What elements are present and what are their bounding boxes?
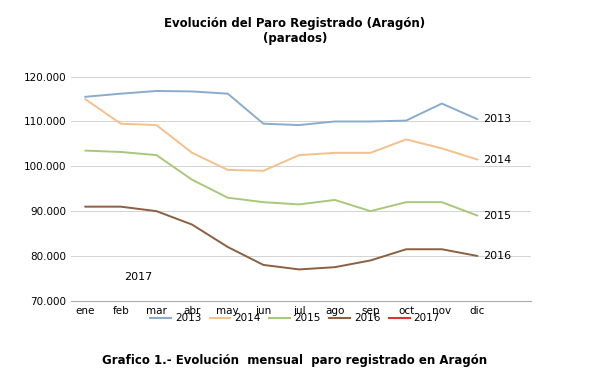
Text: 2016: 2016 bbox=[483, 251, 511, 261]
Legend: 2013, 2014, 2015, 2016, 2017: 2013, 2014, 2015, 2016, 2017 bbox=[146, 309, 444, 327]
2013 bbox=[438, 101, 445, 106]
2013 bbox=[224, 91, 231, 96]
2015 bbox=[189, 177, 196, 182]
2013 bbox=[331, 119, 338, 124]
2015 bbox=[474, 213, 481, 218]
2016 bbox=[117, 205, 124, 209]
Line: 2015: 2015 bbox=[85, 151, 477, 215]
2015 bbox=[331, 198, 338, 202]
2014 bbox=[189, 151, 196, 155]
2013 bbox=[189, 89, 196, 94]
2015 bbox=[296, 202, 303, 207]
2016 bbox=[402, 247, 409, 252]
2016 bbox=[260, 263, 267, 267]
Text: 2013: 2013 bbox=[483, 114, 511, 124]
2014 bbox=[331, 151, 338, 155]
2015 bbox=[260, 200, 267, 205]
2016 bbox=[438, 247, 445, 252]
2013 bbox=[153, 89, 160, 93]
2014 bbox=[153, 123, 160, 127]
2016 bbox=[189, 222, 196, 227]
Line: 2014: 2014 bbox=[85, 99, 477, 171]
2015 bbox=[224, 196, 231, 200]
2013 bbox=[81, 94, 88, 99]
2016 bbox=[331, 265, 338, 270]
Text: 2017: 2017 bbox=[124, 272, 153, 282]
Text: 2015: 2015 bbox=[483, 211, 511, 221]
2014 bbox=[224, 168, 231, 172]
2015 bbox=[153, 153, 160, 157]
2016 bbox=[474, 254, 481, 258]
2015 bbox=[367, 209, 374, 214]
2015 bbox=[81, 149, 88, 153]
2016 bbox=[296, 267, 303, 272]
2014 bbox=[81, 97, 88, 101]
2013 bbox=[402, 118, 409, 123]
2014 bbox=[438, 146, 445, 151]
2013 bbox=[117, 91, 124, 96]
2014 bbox=[260, 168, 267, 173]
2016 bbox=[153, 209, 160, 214]
Text: Evolución del Paro Registrado (Aragón): Evolución del Paro Registrado (Aragón) bbox=[165, 17, 425, 30]
Line: 2013: 2013 bbox=[85, 91, 477, 125]
2014 bbox=[402, 137, 409, 142]
2016 bbox=[224, 245, 231, 249]
2014 bbox=[367, 151, 374, 155]
2014 bbox=[474, 157, 481, 162]
Text: 2014: 2014 bbox=[483, 155, 511, 165]
Line: 2016: 2016 bbox=[85, 207, 477, 270]
2015 bbox=[117, 150, 124, 154]
2016 bbox=[81, 205, 88, 209]
2014 bbox=[296, 153, 303, 157]
2013 bbox=[474, 117, 481, 121]
2013 bbox=[296, 123, 303, 127]
Text: (parados): (parados) bbox=[263, 32, 327, 45]
2016 bbox=[367, 258, 374, 263]
2013 bbox=[367, 119, 374, 124]
2013 bbox=[260, 121, 267, 126]
2014 bbox=[117, 121, 124, 126]
2015 bbox=[438, 200, 445, 205]
2015 bbox=[402, 200, 409, 205]
Text: Grafico 1.- Evolución  mensual  paro registrado en Aragón: Grafico 1.- Evolución mensual paro regis… bbox=[103, 353, 487, 367]
